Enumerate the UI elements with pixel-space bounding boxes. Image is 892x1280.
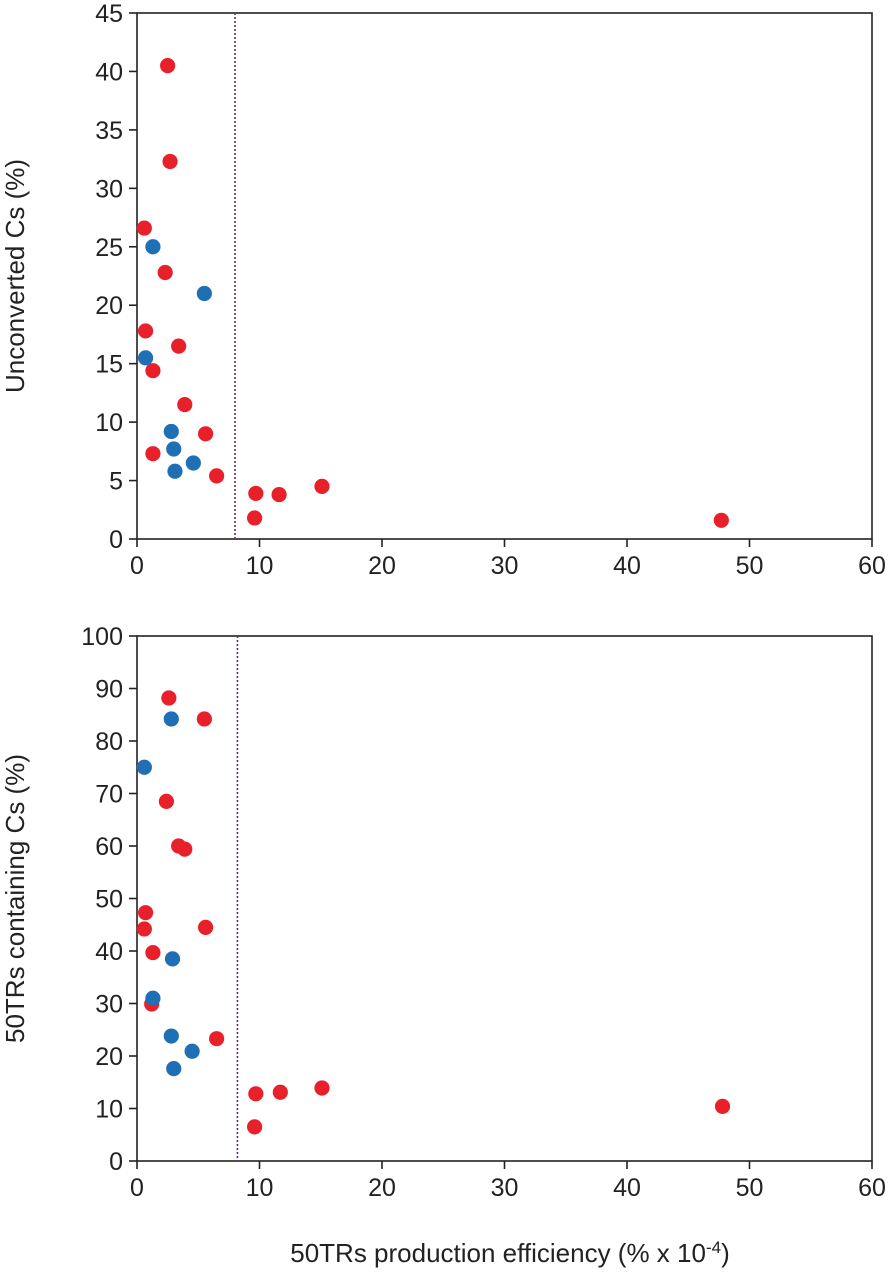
- y-tick-label: 50: [95, 886, 123, 914]
- data-point: [185, 455, 201, 471]
- data-point: [157, 264, 173, 281]
- x-tick-label: 10: [246, 1174, 274, 1202]
- series-blue: [137, 239, 212, 479]
- y-tick-label: 30: [95, 991, 123, 1019]
- data-point: [136, 220, 152, 236]
- data-point: [137, 323, 154, 339]
- x-tick-label: 0: [130, 552, 144, 580]
- data-point: [248, 485, 264, 502]
- data-point: [160, 58, 176, 74]
- data-point: [314, 478, 330, 494]
- data-point: [166, 441, 182, 457]
- y-tick-label: 90: [95, 676, 123, 704]
- data-point: [177, 841, 193, 857]
- y-tick-label: 0: [109, 1148, 123, 1176]
- x-axis-title-superscript: -4: [706, 1238, 721, 1257]
- y-tick-label: 40: [95, 58, 123, 86]
- data-point: [158, 793, 174, 809]
- y-tick-label: 100: [81, 623, 123, 651]
- data-point: [714, 1098, 731, 1114]
- y-tick-label: 45: [95, 0, 123, 28]
- x-tick-label: 50: [736, 1174, 764, 1202]
- y-tick-label: 40: [95, 938, 123, 966]
- data-point: [166, 1061, 182, 1077]
- y-tick-label: 20: [95, 1043, 123, 1071]
- y-tick-label: 10: [95, 409, 123, 437]
- data-point: [209, 1031, 225, 1047]
- x-tick-label: 50: [736, 552, 764, 580]
- data-point: [713, 512, 729, 528]
- y-tick-label: 60: [95, 833, 123, 861]
- data-point: [136, 759, 152, 775]
- y-tick-label: 5: [109, 468, 123, 496]
- y-tick-label: 0: [109, 526, 123, 554]
- x-tick-label: 40: [613, 1174, 641, 1202]
- y-tick-label: 20: [95, 292, 123, 320]
- data-point: [272, 1084, 288, 1100]
- x-tick-label: 60: [858, 1174, 886, 1202]
- data-point: [145, 363, 161, 379]
- x-axis-title: 50TRs production efficiency (% x 10-4): [290, 1238, 730, 1269]
- data-point: [314, 1080, 330, 1096]
- data-point: [247, 1119, 263, 1135]
- data-point: [271, 486, 287, 503]
- data-point: [196, 285, 212, 302]
- y-tick-label: 25: [95, 234, 123, 262]
- data-point: [145, 239, 161, 255]
- x-tick-label: 40: [613, 552, 641, 580]
- plot-frame: [136, 635, 873, 1162]
- data-point: [145, 990, 161, 1006]
- data-point: [137, 350, 154, 366]
- x-tick-label: 30: [491, 552, 519, 580]
- data-point: [196, 711, 212, 727]
- series-red: [136, 690, 731, 1135]
- data-point: [184, 1043, 200, 1059]
- x-tick-label: 20: [368, 1174, 396, 1202]
- plot-frame: [136, 12, 873, 540]
- y-tick-label: 15: [95, 351, 123, 379]
- data-point: [247, 510, 263, 526]
- y-tick-label: 10: [95, 1096, 123, 1124]
- data-point: [137, 905, 154, 921]
- data-point: [163, 1028, 179, 1044]
- data-point: [248, 1086, 264, 1102]
- data-point: [145, 944, 161, 961]
- y-tick-label: 80: [95, 728, 123, 756]
- data-point: [177, 396, 193, 413]
- y-tick-label: 70: [95, 781, 123, 809]
- data-point: [209, 468, 225, 484]
- series-blue: [136, 711, 200, 1077]
- y-axis-title: 50TRs containing Cs (%): [0, 754, 30, 1043]
- x-tick-label: 60: [858, 552, 886, 580]
- x-tick-label: 0: [130, 1174, 144, 1202]
- x-axis-title-main: 50TRs production efficiency (% x 10: [290, 1238, 706, 1268]
- data-point: [171, 338, 187, 354]
- data-point: [145, 446, 161, 462]
- x-tick-label: 10: [246, 552, 274, 580]
- data-point: [164, 951, 181, 967]
- chart-panel-50trs-containing-cs: 0 10 20 30 40 50 60 0 10 20 30 40 50 60 70 80 90 100 50TRs…: [0, 623, 886, 1202]
- x-axis-title-suffix: ): [721, 1238, 730, 1268]
- data-point: [167, 463, 183, 479]
- x-tick-label: 30: [491, 1174, 519, 1202]
- data-point: [198, 919, 214, 935]
- x-tick-label: 20: [368, 552, 396, 580]
- data-point: [136, 921, 152, 937]
- y-axis-title: Unconverted Cs (%): [0, 159, 30, 393]
- y-tick-label: 30: [95, 175, 123, 203]
- data-point: [162, 153, 178, 170]
- data-point: [163, 711, 179, 727]
- data-point: [161, 690, 177, 706]
- chart-panel-unconverted-cs: 0 10 20 30 40 50 60 0 5 10 15 20 25 30 35 40 45 Unconvert…: [0, 0, 886, 580]
- series-red: [136, 58, 729, 528]
- data-point: [163, 423, 179, 440]
- data-point: [198, 426, 214, 442]
- y-tick-label: 35: [95, 117, 123, 145]
